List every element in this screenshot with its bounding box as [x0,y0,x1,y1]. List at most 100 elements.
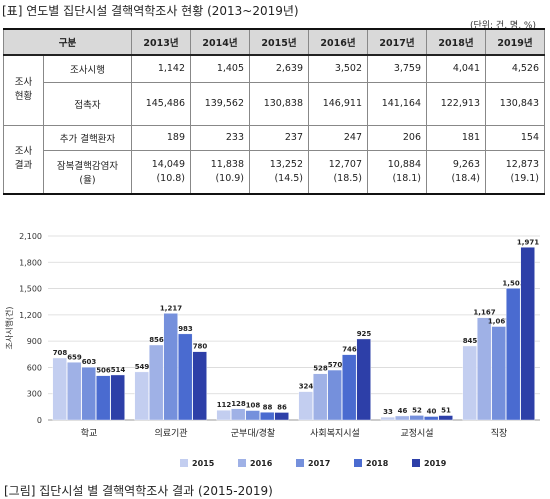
group-label: 조사 현황 [3,54,44,126]
figure-caption: [그림] 집단시설 별 결핵역학조사 결과 (2015-2019) [4,484,273,498]
y-tick-label: 600 [27,363,42,372]
bar [245,410,260,421]
bar [424,416,439,421]
bar [260,412,275,421]
table-cell: 1,405 [190,54,251,83]
legend-swatch [296,459,304,467]
bar-value-label: 46 [398,407,408,415]
legend-label: 2016 [250,459,273,468]
table-cell: 122,913 [426,81,487,126]
table-row: 잠복결핵감염자 (율) 14,049 (10.8) 11,838 (10.9) 13,… [4,149,546,195]
stats-table: 구분 2013년 2014년 2015년 2016년 2017년 2018년 2… [2,28,546,195]
table-cell: 181 [426,124,487,151]
table-row: 접촉자 145,486 139,562 130,838 146,911 141,… [4,81,546,126]
y-tick-label: 900 [27,337,42,346]
bar [96,375,111,421]
legend-label: 2019 [424,459,447,468]
table-cell: 2,639 [249,54,310,83]
bar [149,344,164,421]
bar [52,357,67,421]
y-tick-label: 2,100 [19,232,42,241]
bar-value-label: 1,503 [502,279,524,287]
bar [231,408,246,421]
bar-value-label: 514 [111,366,126,374]
bar-value-label: 659 [67,353,82,361]
row-label: 조사시행 [42,54,133,83]
y-axis-label: 조사시행(건) [4,306,14,349]
table-cell: 146,911 [308,81,369,126]
bar-value-label: 128 [231,400,246,408]
table-cell: 4,041 [426,54,487,83]
group-label: 조사 결과 [3,124,44,195]
bar-value-label: 86 [277,403,287,411]
bar [298,391,313,421]
header-year: 2013년 [131,28,192,56]
y-tick-label: 1,500 [19,285,42,294]
bar [506,288,521,421]
bar-value-label: 780 [193,343,208,351]
bar [380,416,395,421]
bar-value-label: 983 [178,325,193,333]
table-cell: 12,707 (18.5) [308,149,369,195]
table-cell: 206 [367,124,428,151]
bar-value-label: 88 [263,403,273,411]
table-cell: 11,838 (10.9) [190,149,251,195]
bar [313,373,328,421]
bar [192,351,207,421]
table-cell: 130,838 [249,81,310,126]
legend-label: 2015 [192,459,215,468]
table-cell: 189 [131,124,192,151]
bar-value-label: 108 [246,402,261,410]
table-cell: 13,252 (14.5) [249,149,310,195]
category-label: 군부대/경찰 [231,427,275,439]
table-cell: 3,759 [367,54,428,83]
table-cell: 9,263 (18.4) [426,149,487,195]
category-label: 의료기관 [154,428,187,439]
table-cell: 12,873 (19.1) [485,149,546,195]
bar-value-label: 845 [463,337,478,345]
bar-value-label: 1,217 [160,304,182,312]
bar-chart: 0 300 600 900 1,200 1,500 1,800 2,100 조사시행(건) 708… [4,232,540,468]
bar-value-label: 324 [299,383,314,391]
legend-swatch [354,459,362,467]
table-cell: 10,884 (18.1) [367,149,428,195]
bar-value-label: 1,971 [517,238,539,246]
bar [274,412,289,421]
table-cell: 1,142 [131,54,192,83]
table-cell: 14,049 (10.8) [131,149,192,195]
unit-note: (단위: 건, 명, %) [469,21,536,31]
bar-value-label: 528 [313,365,328,373]
legend-label: 2018 [366,459,389,468]
bar-value-label: 746 [342,346,357,354]
bar [438,415,453,421]
bar [342,354,357,421]
category-label: 학교 [81,428,98,439]
bar [216,409,231,421]
bar-value-label: 1,167 [473,309,495,317]
row-label: 추가 결핵환자 [42,124,133,151]
header-year: 2017년 [367,28,428,56]
header-year: 2018년 [426,28,487,56]
category-label: 교정시설 [400,428,433,439]
bar-value-label: 40 [427,407,437,415]
category-label: 사회복지시설 [310,428,360,439]
bar [327,369,342,421]
table-header-row: 구분 2013년 2014년 2015년 2016년 2017년 2018년 2… [2,28,546,56]
bar-value-label: 570 [328,361,343,369]
bar [477,317,492,421]
table-cell: 154 [485,124,546,151]
bar-value-label: 506 [96,367,111,375]
table-row: 조사 결과 추가 결핵환자 189 233 237 247 206 181 154 [3,124,546,195]
bar [520,247,535,421]
table-cell: 247 [308,124,369,151]
table-cell: 233 [190,124,251,151]
bar-value-label: 52 [412,406,422,414]
table-cell: 237 [249,124,310,151]
row-label: 접촉자 [42,81,133,126]
bar [178,333,193,421]
y-tick-label: 1,800 [19,258,42,267]
table-cell: 145,486 [131,81,192,126]
category-label: 직장 [491,428,508,439]
legend-swatch [180,459,188,467]
bar [134,371,149,421]
